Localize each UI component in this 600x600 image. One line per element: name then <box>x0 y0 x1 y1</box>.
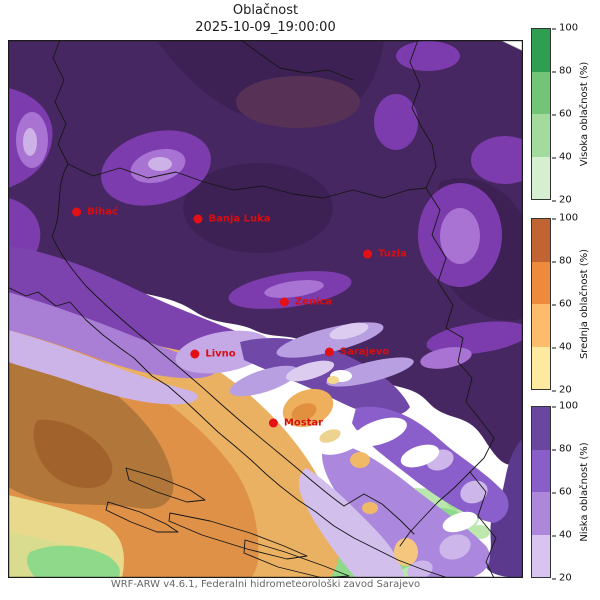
colorbar-segment <box>532 261 550 304</box>
colorbar-niska-ticks: 100 80 60 40 20 <box>551 401 585 584</box>
map-corner-sliver <box>499 40 523 52</box>
colorbar-tick-label: 60 <box>552 298 572 310</box>
colorbar-segment <box>532 492 550 535</box>
colorbar-niska: 100 80 60 40 20 Niska oblačnost (%) <box>531 401 590 584</box>
colorbar-segment <box>532 219 550 262</box>
colorbar-visoka: 100 80 60 40 20 Visoka oblačnost (%) <box>531 23 590 206</box>
map-canvas <box>8 40 523 578</box>
colorbar-tick-label: 80 <box>552 443 572 455</box>
credit-footer: WRF-ARW v4.6.1, Federalni hidrometeorolo… <box>110 579 421 590</box>
colorbar-visoka-label: Visoka oblačnost (%) <box>579 61 590 167</box>
colorbar-srednja-ticks: 100 80 60 40 20 <box>551 213 585 396</box>
colorbar-niska-bar <box>531 406 551 578</box>
colorbar-segment <box>532 534 550 577</box>
low-cloud-bands-southeast <box>298 406 523 578</box>
map-frame <box>8 40 523 578</box>
colorbar-segment <box>532 407 550 450</box>
colorbar-segment <box>532 304 550 347</box>
colorbar-tick-label: 40 <box>552 529 572 541</box>
colorbar-srednja-label: Srednja oblačnost (%) <box>579 248 590 360</box>
mid-cloud-spots <box>282 388 418 566</box>
colorbar-segment <box>532 29 550 72</box>
colorbar-srednja: 100 80 60 40 20 Srednja oblačnost (%) <box>531 213 590 396</box>
colorbar-niska-label: Niska oblačnost (%) <box>579 442 590 542</box>
coastline <box>8 286 450 578</box>
colorbar-segment <box>532 114 550 157</box>
colorbar-segment <box>532 71 550 114</box>
colorbar-tick-label: 20 <box>552 572 572 584</box>
title-block: Oblačnost 2025-10-09_19:00:00 <box>8 2 523 36</box>
chart-title: Oblačnost <box>232 3 299 18</box>
colorbar-tick-label: 60 <box>552 486 572 498</box>
colorbar-tick-label: 80 <box>552 65 572 77</box>
colorbar-tick-label: 20 <box>552 194 572 206</box>
cloudiness-map-svg <box>8 40 523 578</box>
colorbar-segment <box>532 156 550 199</box>
country-borders <box>51 40 497 578</box>
colorbar-tick-label: 20 <box>552 384 572 396</box>
colorbar-segment <box>532 346 550 389</box>
colorbar-tick-label: 60 <box>552 108 572 120</box>
colorbar-tick-label: 80 <box>552 255 572 267</box>
colorbar-tick-label: 40 <box>552 341 572 353</box>
colorbar-segment <box>532 449 550 492</box>
colorbar-tick-label: 100 <box>551 400 579 412</box>
chart-timestamp: 2025-10-09_19:00:00 <box>195 20 336 35</box>
colorbar-visoka-ticks: 100 80 60 40 20 <box>551 23 585 206</box>
low-cloud-region <box>8 40 523 465</box>
colorbar-srednja-bar <box>531 218 551 390</box>
colorbar-tick-label: 40 <box>552 151 572 163</box>
colorbar-visoka-bar <box>531 28 551 200</box>
colorbar-tick-label: 100 <box>551 212 579 224</box>
colorbar-tick-label: 100 <box>551 22 579 34</box>
